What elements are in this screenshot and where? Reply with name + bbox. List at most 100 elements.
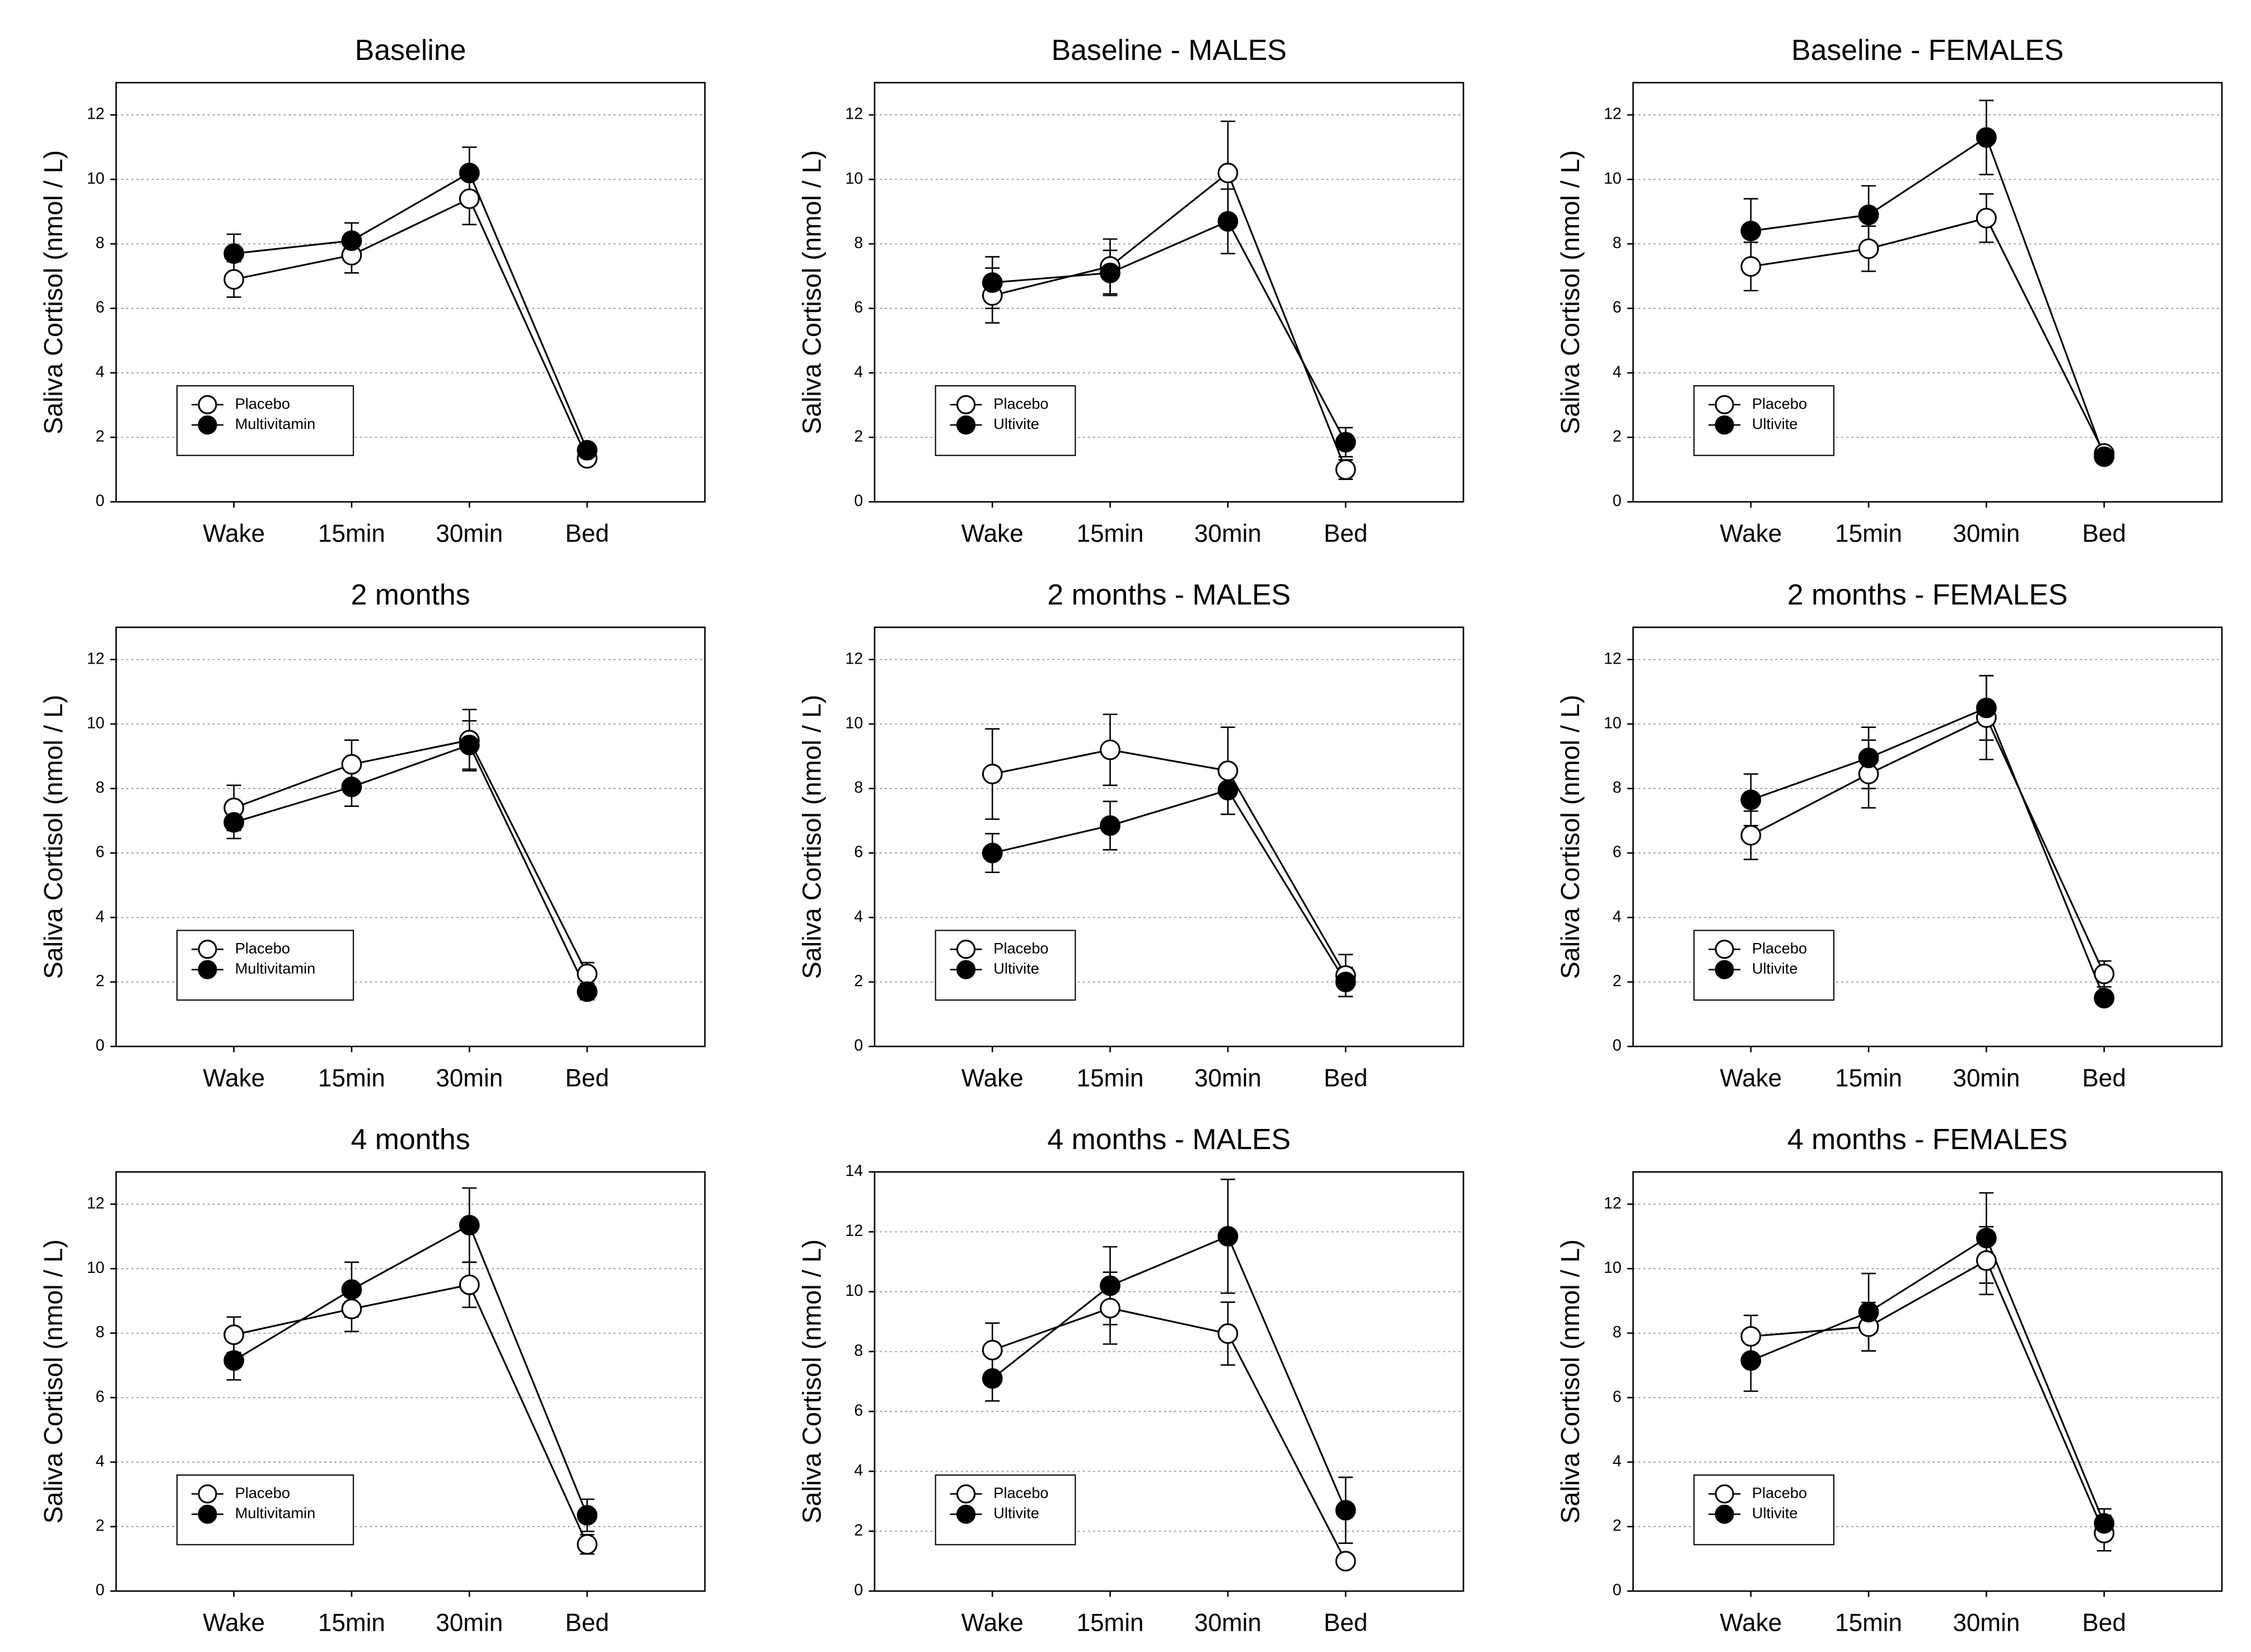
marker (982, 1340, 1003, 1361)
chart-panel: 4 months Saliva Cortisol (nmol / L) 0 2 4 6 8 1… (39, 1123, 706, 1636)
plot-frame (115, 626, 706, 1047)
y-tick-label: 4 (854, 908, 863, 926)
y-tick-label: 6 (1613, 1388, 1622, 1406)
legend-marker (198, 940, 217, 959)
x-tick-label: Bed (565, 520, 609, 547)
y-axis-label: Saliva Cortisol (nmol / L) (39, 695, 68, 979)
plot-frame (115, 1171, 706, 1592)
marker (2094, 987, 2115, 1009)
marker (223, 1324, 245, 1345)
y-tick-label: 8 (854, 779, 863, 797)
marker (1335, 1500, 1356, 1521)
x-tick-label: 30min (436, 520, 503, 547)
marker (341, 754, 362, 775)
x-tick-label: Bed (2082, 1609, 2126, 1636)
legend-marker (956, 415, 976, 435)
x-tick-label: 30min (436, 1609, 503, 1636)
y-tick-label: 2 (96, 427, 105, 445)
y-tick-label: 12 (1604, 105, 1622, 123)
legend-label: Placebo (1752, 939, 1807, 956)
y-tick-label: 2 (854, 427, 863, 445)
series-line (233, 1284, 589, 1545)
chart-title: 2 months - FEMALES (1787, 578, 2068, 610)
legend-marker (198, 1504, 217, 1524)
marker (341, 230, 362, 251)
chart-title: 4 months - MALES (1047, 1123, 1291, 1155)
legend-marker (198, 960, 217, 979)
x-tick-label: 15min (1077, 1065, 1144, 1092)
y-tick-label: 0 (96, 492, 105, 510)
legend-marker (956, 395, 976, 414)
x-tick-label: Bed (1324, 520, 1367, 547)
marker (1976, 127, 1997, 148)
x-tick-label: Wake (203, 520, 265, 547)
y-tick-label: 8 (854, 234, 863, 252)
y-tick-label: 10 (846, 1282, 863, 1300)
y-tick-label: 12 (846, 1222, 863, 1240)
series-line (1750, 716, 2105, 974)
marker (1335, 1551, 1356, 1572)
y-tick-label: 4 (1613, 363, 1622, 381)
chart-panel: Baseline - FEMALES Saliva Cortisol (nmol … (1556, 34, 2223, 547)
marker (459, 1274, 480, 1295)
y-tick-label: 6 (854, 1402, 863, 1420)
series-line (1750, 1259, 2105, 1534)
y-axis-label: Saliva Cortisol (nmol / L) (797, 695, 826, 979)
y-tick-label: 8 (96, 779, 105, 797)
series-line (1750, 136, 2105, 458)
series-line (992, 1235, 1347, 1511)
y-tick-label: 4 (1613, 908, 1622, 926)
y-tick-label: 4 (96, 908, 105, 926)
series-line (1750, 217, 2105, 454)
x-tick-label: 15min (318, 520, 385, 547)
legend-box (1693, 385, 1834, 456)
legend-label: Multivitamin (235, 1504, 316, 1522)
y-axis-label: Saliva Cortisol (nmol / L) (1556, 150, 1585, 435)
y-tick-label: 0 (1613, 1037, 1622, 1054)
legend-label: Placebo (1752, 1484, 1807, 1501)
y-tick-label: 0 (854, 492, 863, 510)
marker (459, 162, 480, 184)
legend-marker (198, 395, 217, 414)
marker (1976, 697, 1997, 718)
y-axis-label: Saliva Cortisol (nmol / L) (1556, 695, 1585, 979)
plot-frame (1632, 82, 2223, 503)
series-line (233, 171, 589, 451)
marker (1858, 238, 1879, 259)
y-tick-label: 6 (854, 298, 863, 316)
chart-panel: 4 months - FEMALES Saliva Cortisol (nmol … (1556, 1123, 2223, 1636)
y-tick-label: 12 (846, 105, 863, 123)
marker (577, 440, 597, 461)
marker (1976, 208, 1997, 228)
y-tick-label: 12 (1604, 650, 1622, 668)
marker (1740, 789, 1762, 810)
marker (223, 812, 245, 833)
y-axis-label: Saliva Cortisol (nmol / L) (797, 1239, 826, 1524)
y-tick-label: 2 (854, 1522, 863, 1539)
y-axis-label: Saliva Cortisol (nmol / L) (797, 150, 826, 435)
marker (1740, 221, 1762, 241)
y-tick-label: 8 (854, 1342, 863, 1360)
marker (1335, 432, 1356, 453)
marker (1858, 1301, 1879, 1323)
legend-marker (1715, 1504, 1734, 1524)
y-axis-label: Saliva Cortisol (nmol / L) (1556, 1239, 1585, 1524)
series-line (992, 1307, 1347, 1562)
y-tick-label: 8 (96, 234, 105, 252)
marker (1740, 256, 1762, 277)
x-tick-label: 15min (1835, 1065, 1902, 1092)
y-tick-label: 4 (1613, 1452, 1622, 1470)
chart-title: Baseline - MALES (1052, 34, 1287, 66)
legend-marker (1715, 395, 1734, 414)
legend-label: Multivitamin (235, 415, 316, 432)
legend-label: Placebo (993, 1484, 1048, 1501)
y-tick-label: 12 (87, 1194, 105, 1212)
legend-marker (1715, 960, 1734, 979)
x-tick-label: Bed (1324, 1065, 1367, 1092)
x-tick-label: Wake (961, 520, 1024, 547)
x-tick-label: Wake (203, 1609, 265, 1636)
chart-title: Baseline - FEMALES (1791, 34, 2063, 66)
marker (341, 1279, 362, 1300)
legend-marker (956, 1484, 976, 1504)
marker (459, 188, 480, 209)
